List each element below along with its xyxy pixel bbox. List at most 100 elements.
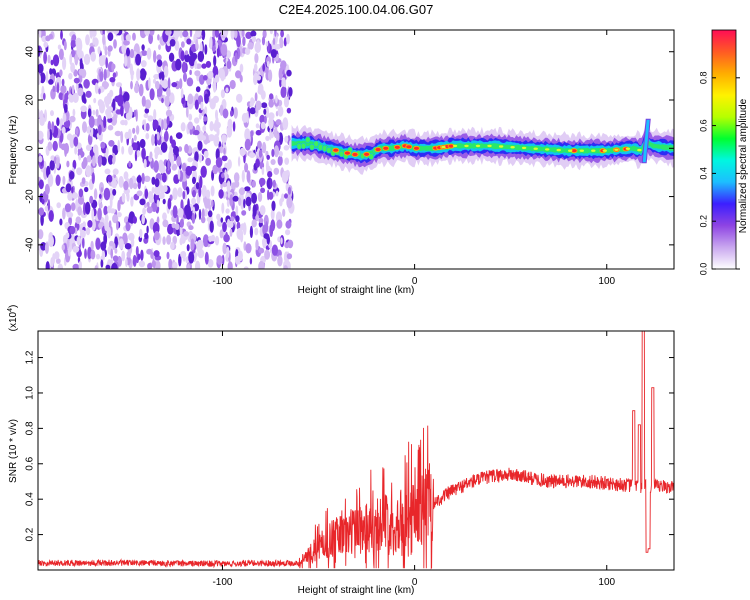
noise-blob [90, 51, 96, 62]
noise-blob [172, 261, 178, 269]
noise-blob [133, 109, 137, 117]
noise-blob [283, 265, 288, 269]
noise-blob [234, 180, 240, 188]
noise-blob [221, 155, 228, 162]
noise-blob [38, 207, 45, 216]
noise-blob [40, 213, 44, 226]
noise-blob [156, 131, 160, 141]
noise-blob [269, 93, 274, 100]
noise-blob [104, 220, 109, 232]
noise-blob [242, 36, 246, 47]
noise-blob [69, 226, 76, 235]
noise-blob [49, 159, 55, 171]
noise-blob [89, 195, 94, 204]
noise-blob [38, 63, 44, 74]
noise-blob [188, 225, 194, 231]
noise-blob [279, 78, 282, 88]
track-highlight [591, 149, 596, 152]
noise-blob [285, 220, 292, 229]
noise-blob [47, 199, 51, 212]
noise-blob [235, 205, 239, 217]
track-highlight [556, 148, 561, 152]
track-highlight [579, 149, 584, 152]
noise-blob [45, 71, 49, 84]
noise-blob [98, 55, 105, 67]
track-blob [368, 153, 375, 160]
noise-blob [107, 32, 114, 42]
noise-blob [271, 200, 276, 211]
noise-blob [254, 53, 259, 64]
track-highlight [475, 144, 481, 148]
noise-blob [265, 135, 270, 142]
noise-blob [170, 241, 175, 250]
noise-blob [71, 186, 74, 194]
noise-blob [283, 145, 290, 151]
noise-blob [69, 53, 73, 66]
noise-blob [248, 152, 256, 158]
noise-blob [123, 180, 129, 191]
noise-blob [38, 130, 44, 141]
noise-blob [253, 73, 258, 86]
noise-blob [92, 109, 96, 116]
noise-blob [280, 60, 287, 72]
noise-blob [60, 143, 67, 151]
noise-blob [246, 110, 249, 124]
y-tick-label: -20 [25, 189, 36, 204]
noise-blob [158, 44, 161, 50]
noise-blob [153, 250, 160, 258]
noise-blob [284, 193, 288, 199]
noise-blob [90, 249, 96, 260]
noise-blob [107, 175, 113, 183]
x-tick-label: 100 [598, 577, 615, 588]
noise-blob [140, 249, 144, 261]
noise-blob [149, 151, 153, 160]
noise-blob [117, 94, 124, 107]
noise-blob [261, 36, 266, 46]
noise-blob [287, 239, 294, 249]
noise-blob [120, 104, 124, 117]
noise-blob [215, 116, 219, 128]
noise-blob [286, 33, 290, 45]
track-highlight [510, 146, 515, 149]
colorbar-tick-label: 0.8 [698, 72, 708, 85]
noise-blob [273, 127, 278, 139]
noise-blob [69, 115, 76, 123]
noise-blob [76, 167, 83, 176]
spectrogram-frame [37, 29, 675, 270]
noise-blob [275, 43, 281, 50]
noise-blob [160, 185, 164, 195]
noise-blob [255, 129, 262, 136]
noise-blob [269, 30, 273, 35]
noise-blob [92, 155, 96, 167]
noise-blob [112, 30, 120, 35]
noise-blob [199, 175, 203, 189]
noise-blob [97, 155, 102, 167]
track-hotspot [382, 145, 390, 151]
noise-blob [222, 30, 229, 37]
noise-blob [50, 59, 54, 66]
noise-blob [48, 33, 53, 40]
noise-blob [121, 250, 126, 262]
noise-blob [284, 157, 290, 165]
noise-blob [191, 197, 197, 205]
noise-blob [227, 218, 231, 228]
noise-blob [143, 113, 149, 119]
noise-blob [265, 221, 269, 233]
noise-blob [241, 210, 247, 216]
noise-blob [166, 87, 171, 98]
noise-blob [56, 117, 60, 127]
y-tick-label: 1.2 [25, 350, 36, 364]
noise-blob [83, 79, 90, 89]
colorbar-tick-label: 0.0 [698, 263, 708, 276]
noise-blob [220, 217, 224, 223]
noise-blob [164, 95, 170, 107]
noise-blob [206, 216, 212, 223]
noise-blob [232, 195, 239, 202]
noise-blob [89, 30, 94, 39]
noise-blob [225, 231, 229, 243]
noise-blob [143, 158, 147, 169]
noise-blob [215, 42, 219, 49]
noise-blob [262, 141, 267, 154]
noise-blob [121, 146, 125, 155]
noise-blob [128, 106, 133, 120]
